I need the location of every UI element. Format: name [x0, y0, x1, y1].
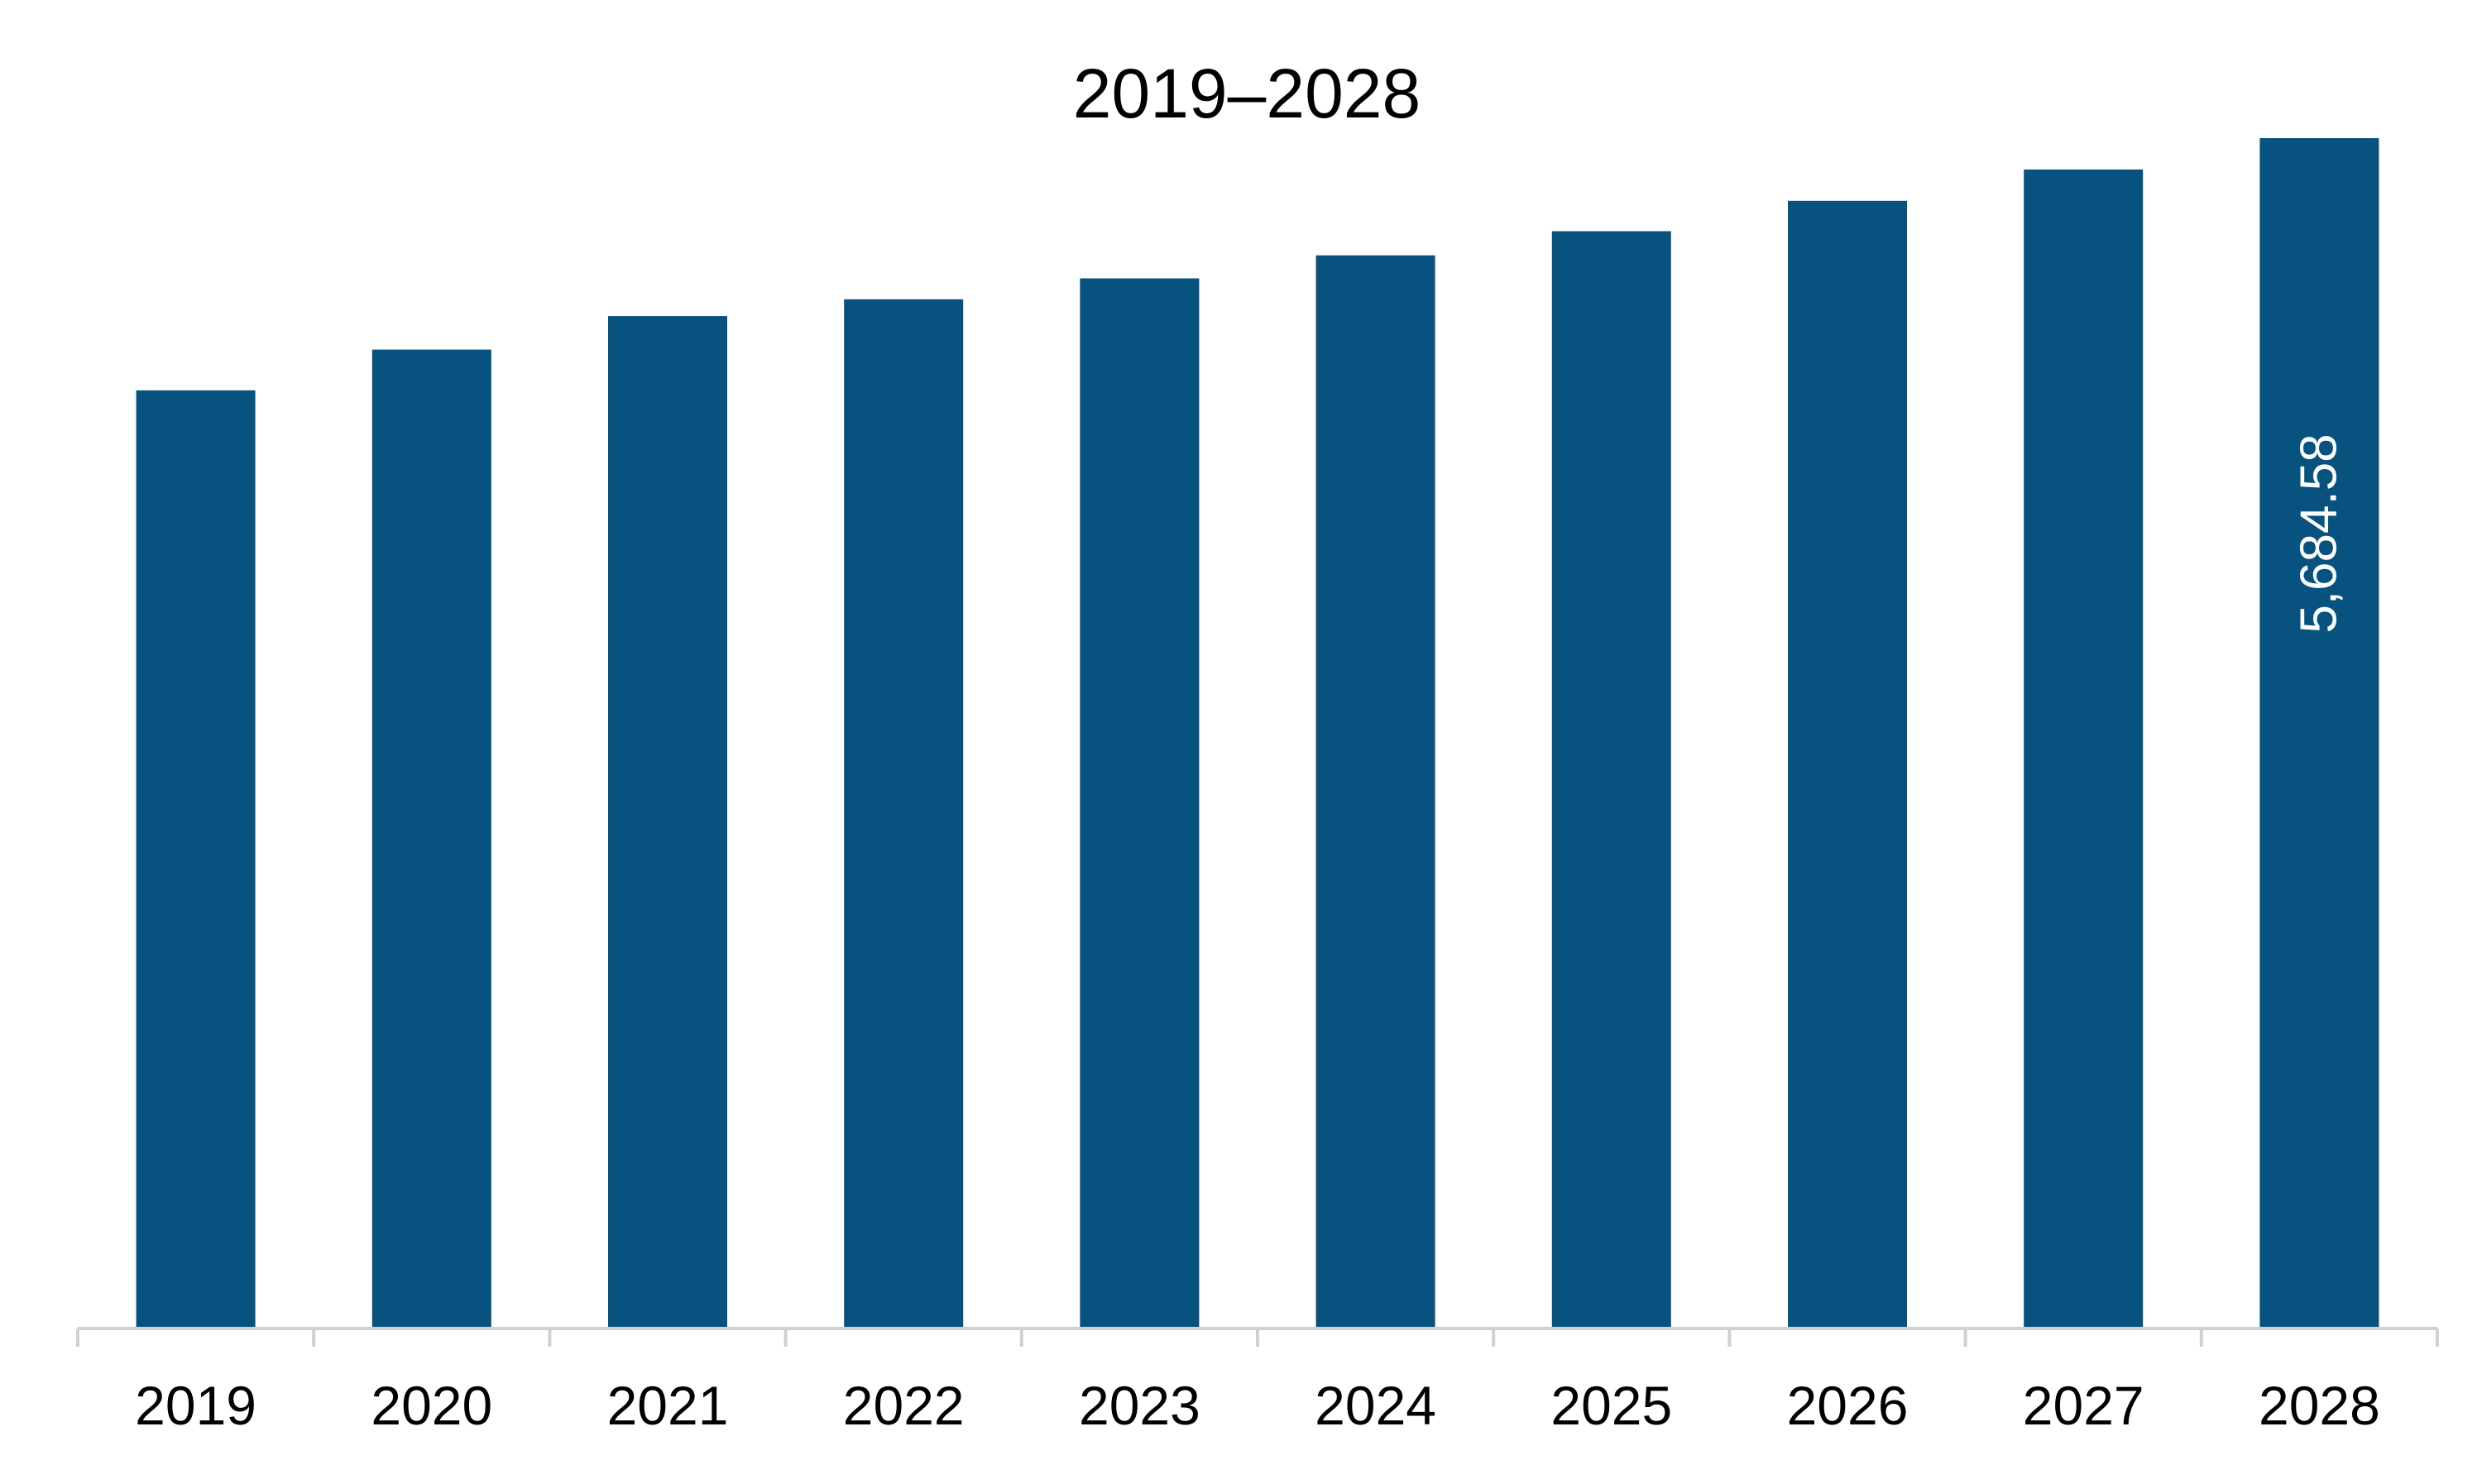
x-axis: [76, 1327, 2439, 1347]
x-tick-labels: 2019 2020 2021 2022 2023 2024 2025 2026 2027 2028: [135, 1375, 2380, 1436]
bar-2027: [2024, 169, 2144, 1328]
x-tick-label-2022: 2022: [843, 1375, 965, 1436]
x-tick-label-2023: 2023: [1079, 1375, 1200, 1436]
data-label-2028: 5,684.58: [2290, 433, 2347, 633]
data-labels: 5,684.58: [2290, 433, 2347, 633]
bar-2022: [844, 299, 964, 1328]
x-tick-label-2019: 2019: [135, 1375, 256, 1436]
bars-group: [136, 138, 2379, 1329]
bar-2025: [1551, 231, 1671, 1328]
bar-2019: [136, 390, 256, 1328]
bar-2024: [1315, 255, 1435, 1329]
bar-2023: [1080, 278, 1200, 1328]
bar-2028: [2259, 138, 2379, 1328]
x-tick-label-2021: 2021: [607, 1375, 729, 1436]
x-tick-label-2028: 2028: [2259, 1375, 2380, 1436]
x-tick-label-2027: 2027: [2023, 1375, 2144, 1436]
x-tick-label-2026: 2026: [1787, 1375, 1909, 1436]
bar-2020: [371, 349, 491, 1329]
bar-2026: [1788, 200, 1907, 1328]
x-tick-label-2025: 2025: [1550, 1375, 1672, 1436]
x-tick-label-2024: 2024: [1315, 1375, 1436, 1436]
chart-title: 2019–2028: [1073, 55, 1421, 132]
bar-2021: [608, 316, 727, 1329]
x-tick-label-2020: 2020: [371, 1375, 492, 1436]
